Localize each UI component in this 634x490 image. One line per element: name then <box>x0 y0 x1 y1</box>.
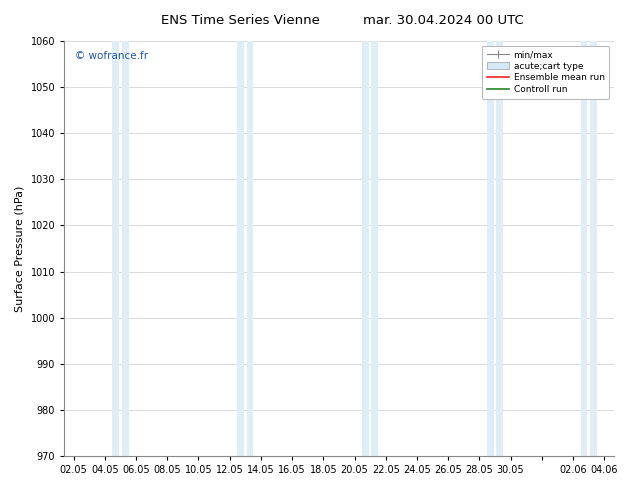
Y-axis label: Surface Pressure (hPa): Surface Pressure (hPa) <box>15 185 25 312</box>
Text: ENS Time Series Vienne: ENS Time Series Vienne <box>162 14 320 27</box>
Bar <box>237 41 244 456</box>
Bar <box>372 41 378 456</box>
Text: mar. 30.04.2024 00 UTC: mar. 30.04.2024 00 UTC <box>363 14 524 27</box>
Bar <box>362 41 369 456</box>
Bar <box>496 41 503 456</box>
Bar <box>581 41 588 456</box>
Bar <box>487 41 494 456</box>
Bar <box>590 41 597 456</box>
Legend: min/max, acute;cart type, Ensemble mean run, Controll run: min/max, acute;cart type, Ensemble mean … <box>482 46 609 98</box>
Text: © wofrance.fr: © wofrance.fr <box>75 51 148 61</box>
Bar <box>247 41 254 456</box>
Bar <box>112 41 119 456</box>
Bar <box>122 41 129 456</box>
